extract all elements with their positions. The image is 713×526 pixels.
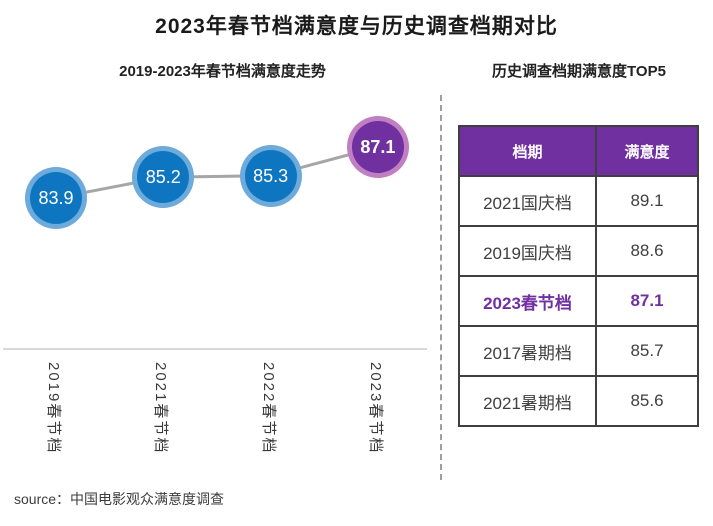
x-axis-label: 2023春节档 xyxy=(366,362,384,455)
table-row: 2017暑期档 85.7 xyxy=(458,325,699,377)
line-chart: 83.9 85.2 85.3 87.1 2019春节档 2021春节档 2022春节档 20… xyxy=(0,95,440,485)
trend-line xyxy=(55,145,379,200)
x-axis-label: 2021春节档 xyxy=(152,362,170,455)
table-cell-period: 2019国庆档 xyxy=(458,225,597,277)
line-chart-title: 2019-2023年春节档满意度走势 xyxy=(119,63,326,80)
table-cell-score: 89.1 xyxy=(595,175,699,227)
data-point: 85.3 xyxy=(239,144,302,207)
table-row: 2019国庆档 88.6 xyxy=(458,225,699,277)
vertical-dashed-divider xyxy=(440,95,442,480)
top5-table: 档期 满意度 2021国庆档 89.1 2019国庆档 88.6 2023春节档 87.1… xyxy=(458,125,699,427)
table-header: 档期 满意度 xyxy=(458,125,699,177)
table-cell-score: 87.1 xyxy=(595,275,699,327)
column-header-score: 满意度 xyxy=(595,125,699,177)
table-cell-score: 85.6 xyxy=(595,375,699,427)
x-axis-label: 2022春节档 xyxy=(259,362,277,455)
table-cell-period: 2021国庆档 xyxy=(458,175,597,227)
column-header-period: 档期 xyxy=(458,125,597,177)
table-cell-score: 88.6 xyxy=(595,225,699,277)
x-axis-label: 2019春节档 xyxy=(45,362,62,455)
x-axis-line xyxy=(3,348,427,350)
data-point: 83.9 xyxy=(25,167,87,229)
table-cell-period: 2023春节档 xyxy=(458,275,597,327)
page-title: 2023年春节档满意度与历史调查档期对比 xyxy=(155,15,558,38)
source-text: source：中国电影观众满意度调查 xyxy=(14,491,225,507)
table-cell-period: 2021暑期档 xyxy=(458,375,597,427)
data-point: 87.1 xyxy=(346,115,409,178)
table-cell-score: 85.7 xyxy=(595,325,699,377)
top5-table-title: 历史调查档期满意度TOP5 xyxy=(492,63,666,80)
table-row: 2021暑期档 85.6 xyxy=(458,375,699,427)
table-cell-period: 2017暑期档 xyxy=(458,325,597,377)
data-point: 85.2 xyxy=(132,146,195,209)
table-row: 2021国庆档 89.1 xyxy=(458,175,699,227)
table-row: 2023春节档 87.1 xyxy=(458,275,699,327)
